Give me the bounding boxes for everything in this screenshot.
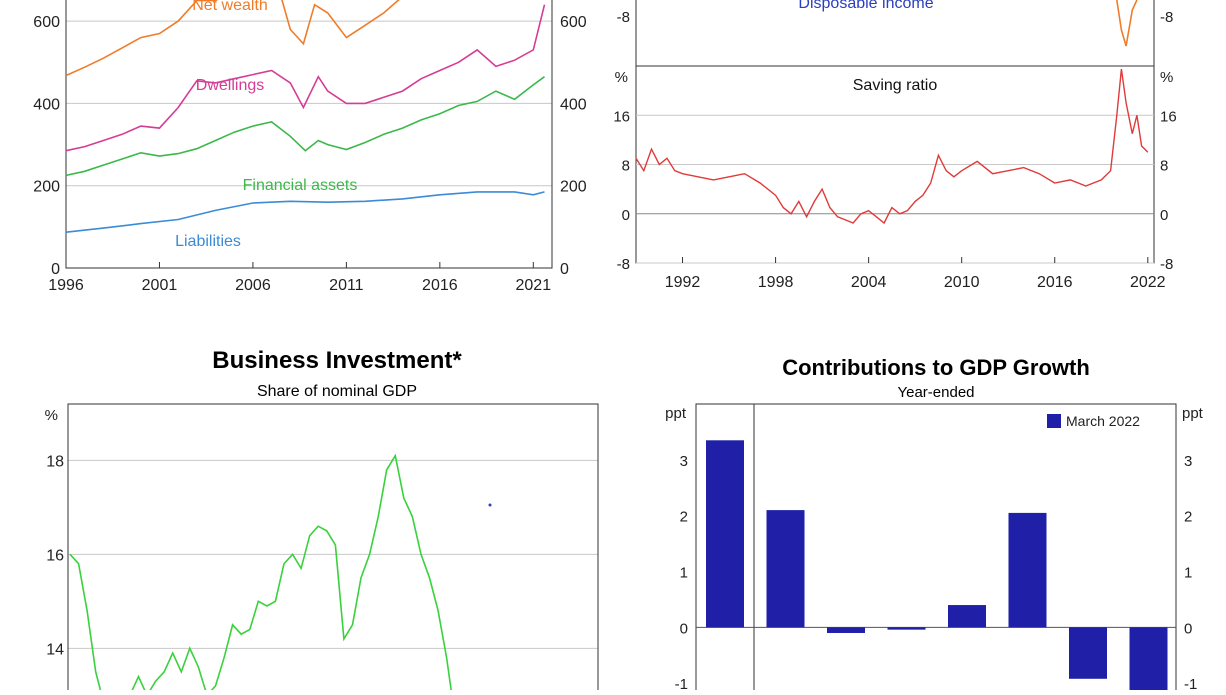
y-tick-left: 3: [680, 453, 688, 470]
series-line-orange: [65, 0, 400, 77]
gdp-contributions-chart: -1 0 1 2 3 -1 0 1 2 3 ppt ppt Contributions to GDP G…: [665, 355, 1204, 695]
unit-left: %: [45, 407, 58, 424]
y-tick-right: 200: [560, 179, 587, 196]
upper-y-tick-left: -8: [617, 9, 630, 26]
series-line-saving-ratio: [635, 69, 1149, 225]
series-label: Financial assets: [243, 177, 358, 194]
upper-series-line: [1116, 0, 1138, 47]
y-tick-right: -1: [1184, 676, 1197, 690]
y-tick-right: 8: [1160, 158, 1168, 175]
unit-right: ppt: [1182, 405, 1204, 422]
y-tick-left: -8: [617, 256, 630, 273]
upper-y-tick-right: -8: [1160, 9, 1173, 26]
series-label: Dwellings: [196, 77, 264, 94]
series-line-pink: [65, 4, 546, 152]
y-tick-right: 400: [560, 96, 587, 113]
x-tick-label: 2016: [422, 277, 458, 294]
y-tick-left: 400: [33, 96, 60, 113]
business-investment-panel: 141618141618%%Business Investment*Share …: [0, 330, 628, 695]
y-tick-left: 18: [46, 453, 64, 470]
y-tick-right: 16: [1160, 108, 1177, 125]
bar-3: [827, 627, 865, 633]
series-line-blue: [65, 191, 545, 233]
saving-ratio-panel: Disposable income -8 -8 -8 0 8 16 -8 0 8 16%% Savin…: [600, 0, 1226, 300]
household-wealth-panel: 0 200 400 600 0 200 400 600 1996 2001 2006 2011 2016…: [0, 0, 600, 300]
saving-ratio-chart: Disposable income -8 -8 -8 0 8 16 -8 0 8 16% % Savin…: [613, 0, 1177, 291]
y-tick-right: 2: [1184, 509, 1192, 526]
gdp-contributions-panel: -1 0 1 2 3 -1 0 1 2 3 ppt ppt Contributions to GDP G…: [600, 330, 1226, 695]
x-tick-label: 2010: [944, 274, 980, 291]
legend-swatch: [1047, 414, 1061, 428]
y-tick-right: 0: [560, 261, 569, 278]
x-tick-label: 2004: [851, 274, 887, 291]
x-tick-label: 2006: [235, 277, 271, 294]
x-tick-label: 1998: [758, 274, 794, 291]
x-tick-label: 2001: [142, 277, 178, 294]
unit-left: ppt: [665, 405, 687, 422]
household-wealth-chart: 0 200 400 600 0 200 400 600 1996 2001 2006 2011 2016…: [33, 0, 587, 294]
chart-title: Contributions to GDP Growth: [782, 355, 1090, 380]
y-tick-left: 16: [46, 547, 64, 564]
chart-title: Saving ratio: [853, 77, 938, 94]
y-tick-right: 600: [560, 14, 587, 31]
y-tick-left: 0: [622, 207, 630, 224]
y-tick-right: 0: [1184, 620, 1192, 637]
y-tick-left: 0: [51, 261, 60, 278]
bar-6: [1008, 512, 1047, 628]
x-tick-label: 2016: [1037, 274, 1073, 291]
series-label: Liabilities: [175, 233, 241, 250]
business-investment-chart: 141618141618%%Business Investment*Share …: [45, 347, 628, 695]
x-tick-label: 2021: [516, 277, 552, 294]
chart-title: Business Investment*: [212, 347, 462, 374]
plot-frame: [695, 403, 1177, 695]
unit-right: %: [1160, 69, 1173, 86]
bar-7: [1069, 627, 1107, 679]
legend-label: March 2022: [1066, 413, 1140, 429]
y-tick-right: 1: [1184, 565, 1192, 582]
x-tick-label: 1996: [48, 277, 84, 294]
y-tick-left: 1: [680, 565, 688, 582]
y-tick-left: 8: [622, 158, 630, 175]
y-tick-left: -1: [675, 676, 688, 690]
y-tick-left: 2: [680, 509, 688, 526]
stray-point-marker: [488, 503, 492, 507]
y-tick-left: 16: [613, 108, 630, 125]
x-tick-label: 1992: [665, 274, 701, 291]
y-tick-left: 600: [33, 14, 60, 31]
chart-subtitle: Year-ended: [897, 384, 974, 401]
upper-series-label: Disposable income: [798, 0, 933, 12]
plot-frame: [65, 0, 553, 269]
y-tick-left: 0: [680, 620, 688, 637]
bar-5: [948, 605, 986, 628]
bar-4: [887, 627, 926, 630]
y-tick-right: 3: [1184, 453, 1192, 470]
series-line-business-investment: [69, 453, 453, 695]
y-tick-left: 14: [46, 641, 64, 658]
x-tick-label: 2022: [1130, 274, 1166, 291]
x-tick-label: 2011: [329, 277, 364, 294]
series-line-green: [65, 76, 545, 177]
plot-frame: [67, 403, 599, 695]
y-tick-right: 0: [1160, 207, 1168, 224]
series-label: Net wealth: [192, 0, 268, 14]
chart-subtitle: Share of nominal GDP: [257, 383, 417, 400]
bar-2: [766, 510, 805, 628]
y-tick-right: -8: [1160, 256, 1173, 273]
unit-left: %: [615, 69, 628, 86]
y-tick-left: 200: [33, 179, 60, 196]
bar-1: [706, 440, 744, 628]
bar-8: [1129, 627, 1168, 695]
